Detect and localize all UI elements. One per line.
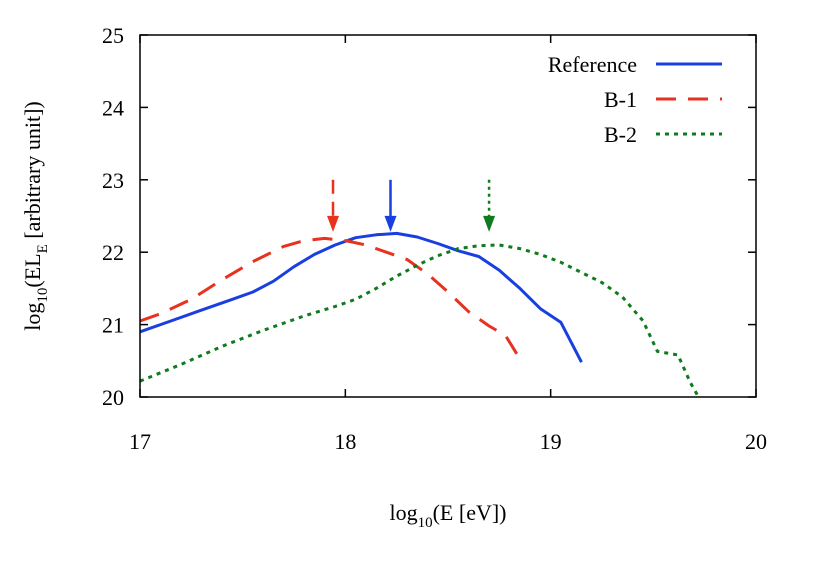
y-tick-label: 20: [102, 385, 124, 410]
peak-markers: [327, 179, 496, 232]
peak-arrow-b-2: [483, 179, 496, 232]
series-line-reference: [139, 231, 583, 363]
y-tick-label: 22: [102, 240, 124, 265]
x-tick-label: 19: [540, 429, 562, 454]
y-axis-label: log10(ELE [arbitrary unit]): [20, 101, 51, 330]
y-tick-label: 25: [102, 23, 124, 48]
series-layer: [139, 231, 700, 398]
plot-frame: [139, 34, 757, 398]
legend: Reference B-1 B-2: [548, 52, 722, 147]
peak-arrow-b-1: [327, 179, 340, 232]
ticks-layer: 17 18 19 20 20 21 22 23 24 25: [102, 23, 767, 454]
peak-arrow-reference: [384, 179, 397, 232]
legend-label-b-1: B-1: [604, 87, 637, 112]
y-tick-label: 24: [102, 95, 124, 120]
x-axis-label: log10(E [eV]): [389, 500, 506, 531]
y-tick-label: 23: [102, 168, 124, 193]
x-tick-label: 17: [129, 429, 151, 454]
y-tick-label: 21: [102, 313, 124, 338]
x-tick-label: 18: [334, 429, 356, 454]
series-line-b-1: [139, 236, 524, 363]
legend-label-b-2: B-2: [604, 122, 637, 147]
x-tick-label: 20: [745, 429, 767, 454]
legend-label-reference: Reference: [548, 52, 637, 77]
